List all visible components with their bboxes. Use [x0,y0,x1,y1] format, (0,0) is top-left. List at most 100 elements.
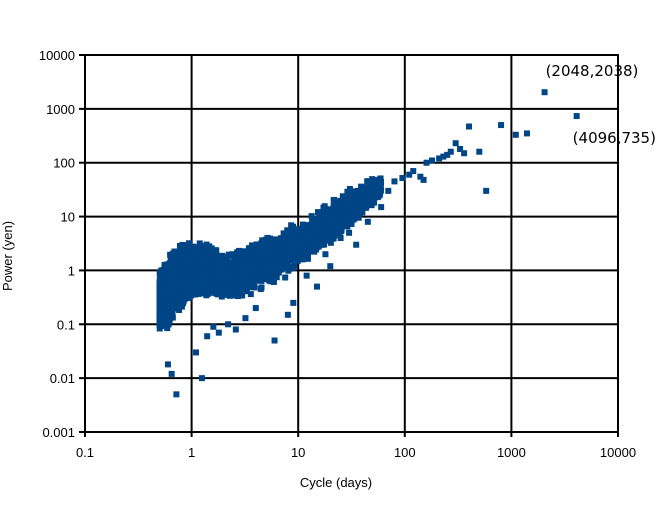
data-point [214,286,221,293]
data-point [247,264,254,271]
data-point [164,305,171,312]
data-point [203,273,210,280]
data-point [293,227,300,234]
data-point [358,183,365,190]
data-point [170,264,177,271]
data-point [371,184,378,191]
data-point [261,276,268,283]
data-point [356,208,363,215]
data-point [239,292,246,299]
data-point [239,271,246,278]
data-point [295,245,302,252]
data-point [447,148,454,155]
data-point [256,249,263,256]
data-point [157,306,164,313]
data-point [306,237,313,244]
data-point [162,270,169,277]
annotations: (2048,2038)(4096,735) [546,62,656,147]
data-point [269,261,276,268]
data-point [361,192,368,199]
data-point [316,228,323,235]
data-point [263,256,270,263]
data-point [157,320,164,327]
data-point [346,229,353,236]
data-point [243,258,250,265]
data-point [311,248,318,255]
data-point [193,349,200,356]
data-point [180,295,187,302]
data-point [436,155,443,162]
data-point [340,214,347,221]
data-point [270,253,277,260]
data-point [244,269,251,276]
x-axis-title: Cycle (days) [300,475,372,490]
data-point [238,256,245,263]
data-point [188,264,195,271]
data-point [275,262,282,269]
data-point [246,248,253,255]
data-point [288,222,295,229]
data-point [305,225,312,232]
data-point [369,191,376,198]
data-point [162,264,169,271]
data-point [173,391,180,398]
y-tick-label: 10000 [39,48,75,63]
data-point [303,272,310,279]
data-point [210,262,217,269]
data-point [196,240,203,247]
data-point [160,303,167,310]
data-point [253,241,260,248]
data-point [258,284,265,291]
data-point [346,185,353,192]
y-tick-label: 1000 [46,102,75,117]
data-point [212,265,219,272]
data-point [364,178,371,185]
data-points [156,89,580,398]
data-point [457,145,464,152]
data-point [318,241,325,248]
data-point [204,278,211,285]
data-point [162,291,169,298]
data-point [281,256,288,263]
data-point [210,323,217,330]
data-point [312,238,319,245]
data-point [225,321,232,328]
data-point [217,274,224,281]
data-point [299,255,306,262]
data-point [385,187,392,194]
data-point [240,260,247,267]
data-point [243,288,250,295]
data-point [323,223,330,230]
data-point [190,244,197,251]
y-tick-label: 0.01 [50,371,75,386]
data-point [258,240,265,247]
data-point [391,178,398,185]
data-point [179,282,186,289]
data-point [314,242,321,249]
data-point [272,236,279,243]
data-point [371,199,378,206]
data-point [233,285,240,292]
data-point [234,293,241,300]
data-point [178,288,185,295]
data-point [353,213,360,220]
data-point [260,264,267,271]
data-point [320,235,327,242]
data-point [273,274,280,281]
data-point [269,275,276,282]
data-point [325,232,332,239]
data-point [211,272,218,279]
data-point [158,314,165,321]
data-point [281,241,288,248]
data-point [220,260,227,267]
data-point [322,206,329,213]
data-point [329,211,336,218]
data-point [172,258,179,265]
data-point [313,283,320,290]
data-point [156,325,163,332]
data-point [165,315,172,322]
data-point [189,256,196,263]
data-point [159,277,166,284]
data-point [177,253,184,260]
